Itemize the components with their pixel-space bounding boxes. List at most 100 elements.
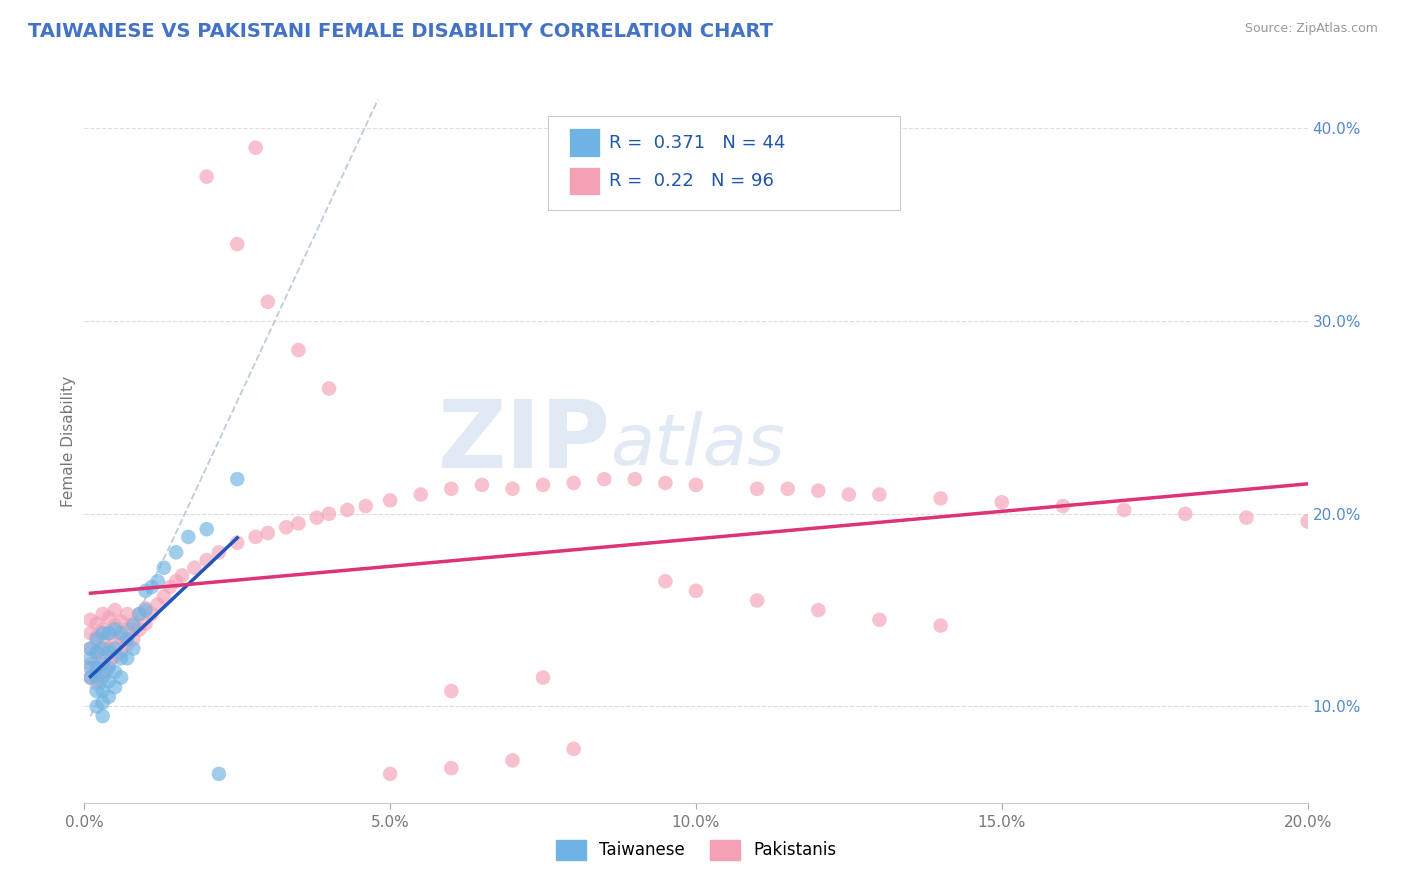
Point	[318, 507, 340, 521]
Point	[79, 671, 101, 685]
Point	[115, 651, 138, 665]
Point	[97, 646, 120, 660]
Point	[245, 141, 267, 155]
Point	[776, 482, 799, 496]
Point	[97, 690, 120, 704]
Legend: Taiwanese, Pakistanis: Taiwanese, Pakistanis	[548, 833, 844, 867]
Text: Source: ZipAtlas.com: Source: ZipAtlas.com	[1244, 22, 1378, 36]
Point	[153, 560, 176, 574]
Y-axis label: Female Disability: Female Disability	[60, 376, 76, 508]
Point	[128, 607, 150, 621]
Point	[869, 487, 891, 501]
Point	[128, 623, 150, 637]
Point	[79, 613, 101, 627]
Point	[86, 646, 108, 660]
Point	[226, 535, 249, 549]
Point	[86, 632, 108, 646]
Point	[79, 641, 101, 656]
Point	[226, 472, 249, 486]
Point	[287, 343, 309, 357]
Point	[86, 699, 108, 714]
Point	[104, 641, 127, 656]
Point	[135, 601, 157, 615]
Point	[502, 482, 524, 496]
Point	[440, 482, 463, 496]
Point	[807, 483, 830, 498]
Text: R =  0.371   N = 44: R = 0.371 N = 44	[609, 134, 785, 152]
Point	[86, 671, 108, 685]
Point	[79, 657, 101, 671]
Point	[91, 665, 114, 679]
Point	[1114, 503, 1136, 517]
Point	[287, 516, 309, 531]
Point	[91, 626, 114, 640]
Point	[159, 580, 181, 594]
Point	[115, 607, 138, 621]
Point	[354, 499, 377, 513]
Point	[624, 472, 647, 486]
Point	[91, 651, 114, 665]
Point	[257, 526, 280, 541]
Point	[122, 641, 145, 656]
Point	[146, 598, 169, 612]
Point	[104, 623, 127, 637]
Point	[91, 709, 114, 723]
Point	[86, 684, 108, 698]
Point	[122, 618, 145, 632]
Point	[91, 623, 114, 637]
Point	[104, 665, 127, 679]
Point	[1236, 510, 1258, 524]
Point	[195, 553, 218, 567]
Point	[86, 616, 108, 631]
Text: TAIWANESE VS PAKISTANI FEMALE DISABILITY CORRELATION CHART: TAIWANESE VS PAKISTANI FEMALE DISABILITY…	[28, 22, 773, 41]
Point	[97, 626, 120, 640]
Text: atlas: atlas	[610, 410, 785, 480]
Point	[122, 616, 145, 631]
Point	[97, 661, 120, 675]
Point	[110, 626, 132, 640]
Point	[91, 684, 114, 698]
Point	[838, 487, 860, 501]
Point	[562, 475, 585, 490]
Point	[79, 651, 101, 665]
Point	[79, 671, 101, 685]
Point	[685, 478, 707, 492]
Point	[91, 636, 114, 650]
Point	[1296, 515, 1319, 529]
Point	[104, 649, 127, 664]
Text: R =  0.22   N = 96: R = 0.22 N = 96	[609, 172, 773, 190]
Point	[135, 583, 157, 598]
Point	[104, 634, 127, 648]
Point	[91, 671, 114, 685]
Point	[318, 382, 340, 396]
Point	[1052, 499, 1074, 513]
Point	[929, 618, 952, 632]
Point	[153, 590, 176, 604]
Point	[593, 472, 616, 486]
Point	[172, 568, 194, 582]
Point	[91, 657, 114, 671]
Point	[336, 503, 359, 517]
Point	[869, 613, 891, 627]
Text: ZIP: ZIP	[437, 395, 610, 488]
Point	[177, 530, 200, 544]
Point	[97, 641, 120, 656]
Point	[104, 618, 127, 632]
Point	[97, 674, 120, 689]
Point	[245, 530, 267, 544]
Point	[79, 661, 101, 675]
Point	[195, 169, 218, 184]
Point	[257, 294, 280, 309]
Point	[685, 583, 707, 598]
Point	[562, 742, 585, 756]
Point	[141, 607, 163, 621]
Point	[91, 696, 114, 710]
Point	[91, 607, 114, 621]
Point	[747, 593, 769, 607]
Point	[380, 767, 402, 781]
Point	[929, 491, 952, 506]
Point	[991, 495, 1014, 509]
Point	[165, 545, 187, 559]
Point	[654, 475, 676, 490]
Point	[110, 646, 132, 660]
